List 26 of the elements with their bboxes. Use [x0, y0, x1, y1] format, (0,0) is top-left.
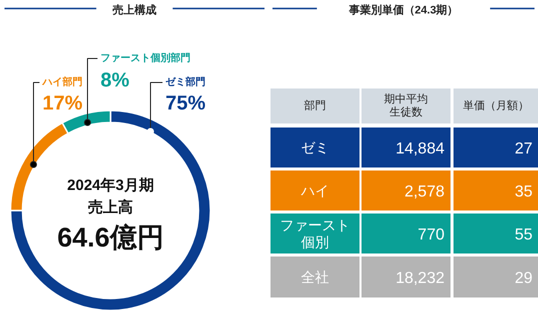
text: ハイ [300, 182, 329, 198]
text: 全社 [301, 269, 329, 285]
data-label: 770 [418, 226, 445, 244]
data-label: 8% [100, 70, 130, 92]
category-label: 単価（月額） [463, 99, 529, 112]
text: 売上高 [88, 198, 133, 216]
text: 64.6億円 [57, 222, 164, 252]
slice-label: ゼミ部門 [166, 76, 206, 88]
series-label: ファースト個別 [280, 217, 350, 250]
data-label: 18,232 [396, 270, 445, 287]
slice-label: ファースト個別部門 [100, 52, 190, 64]
slice-label: ハイ部門 [42, 76, 82, 88]
text: 2024年3月期 [67, 177, 154, 194]
text: ゼミ [301, 140, 329, 156]
chart-title: 売上構成 [112, 4, 156, 16]
data-label: 27 [514, 140, 533, 158]
text: 事業別単価（24.3期） [348, 4, 458, 16]
data-label: 75% [166, 92, 206, 114]
data-label: 55 [514, 226, 533, 244]
data-label: 14,884 [396, 140, 445, 158]
data-label: 2,578 [404, 184, 445, 200]
data-label: 17% [42, 92, 83, 114]
legend-title: 部門 [304, 99, 326, 112]
category-label: 期中平均生徒数 [384, 92, 428, 119]
data-label: 35 [514, 184, 533, 200]
data-label: 29 [514, 270, 533, 287]
